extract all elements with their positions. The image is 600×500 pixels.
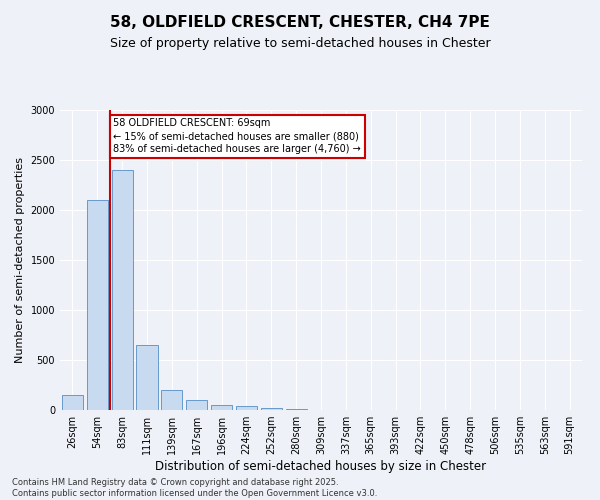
Y-axis label: Number of semi-detached properties: Number of semi-detached properties: [15, 157, 25, 363]
Bar: [236, 406, 257, 410]
Bar: [261, 408, 282, 410]
Bar: [211, 404, 232, 410]
Text: 58, OLDFIELD CRESCENT, CHESTER, CH4 7PE: 58, OLDFIELD CRESCENT, CHESTER, CH4 7PE: [110, 15, 490, 30]
Bar: [62, 395, 83, 410]
Bar: [136, 345, 158, 410]
Bar: [87, 200, 108, 410]
Text: Size of property relative to semi-detached houses in Chester: Size of property relative to semi-detach…: [110, 38, 490, 51]
Bar: [112, 170, 133, 410]
X-axis label: Distribution of semi-detached houses by size in Chester: Distribution of semi-detached houses by …: [155, 460, 487, 473]
Bar: [286, 409, 307, 410]
Text: 58 OLDFIELD CRESCENT: 69sqm
← 15% of semi-detached houses are smaller (880)
83% : 58 OLDFIELD CRESCENT: 69sqm ← 15% of sem…: [113, 118, 361, 154]
Bar: [186, 400, 207, 410]
Text: Contains HM Land Registry data © Crown copyright and database right 2025.
Contai: Contains HM Land Registry data © Crown c…: [12, 478, 377, 498]
Bar: [161, 390, 182, 410]
